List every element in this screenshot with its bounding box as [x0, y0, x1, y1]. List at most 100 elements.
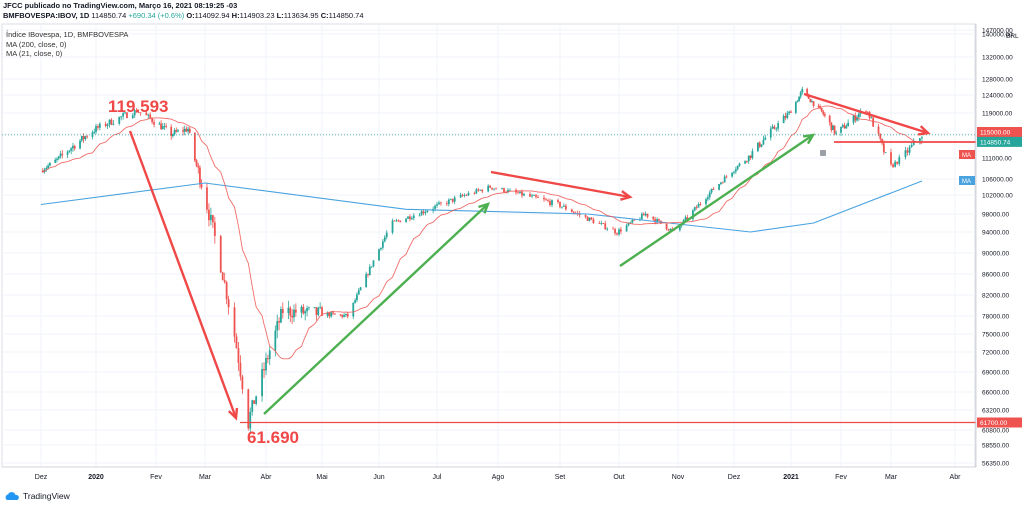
candle-body: [333, 313, 336, 315]
candle-body: [276, 321, 279, 331]
candle-body: [809, 98, 812, 103]
candle-body: [163, 126, 166, 127]
candle-body: [866, 111, 869, 113]
candle-body: [424, 211, 427, 214]
candle-body: [495, 188, 497, 190]
candle-body: [263, 369, 265, 371]
candle-body: [475, 189, 478, 194]
candle-body: [84, 136, 87, 140]
candle-body: [618, 229, 620, 235]
candle-body: [586, 216, 589, 221]
candle-body: [523, 193, 525, 196]
close-label: C:: [320, 11, 329, 20]
candle-body: [788, 111, 791, 114]
x-tick-label: Mar: [885, 474, 898, 481]
candle-body: [463, 195, 466, 196]
candle-body: [110, 119, 113, 125]
candle-body: [884, 152, 887, 154]
candle-body: [656, 219, 658, 223]
candle-body: [70, 148, 73, 151]
candle-body: [391, 220, 394, 233]
y-tick-label: 90000.00: [982, 251, 1009, 258]
candle-body: [438, 202, 440, 205]
candle-body: [410, 218, 413, 220]
legend-series: Índice IBovespa, 1D, BMFBOVESPA: [6, 30, 129, 39]
x-tick-label: Mai: [316, 474, 328, 481]
candle-body: [98, 123, 101, 128]
candle-body: [509, 189, 511, 191]
candle-body: [477, 189, 480, 191]
candle-body: [118, 116, 121, 124]
candle-body: [658, 219, 660, 221]
published-line: JFCC publicado no TradingView.com, Março…: [3, 1, 238, 10]
price-tag-label: 61700.00: [980, 420, 1007, 427]
candle-body: [345, 313, 347, 316]
candle-body: [183, 128, 186, 132]
candle-body: [782, 115, 785, 124]
candle-body: [409, 216, 411, 220]
candle-body: [268, 350, 271, 360]
candle-body: [519, 191, 521, 194]
candle-body: [426, 210, 429, 212]
candle-body: [801, 88, 804, 93]
candle-body: [354, 300, 356, 303]
candle-body: [185, 128, 188, 132]
candle-body: [147, 114, 150, 116]
candle-body: [760, 144, 763, 147]
candle-body: [359, 287, 362, 291]
candle-body: [627, 222, 630, 226]
candle-body: [93, 131, 96, 133]
candle-body: [61, 153, 64, 155]
candle-body: [131, 115, 134, 119]
candle-body: [79, 140, 81, 149]
candle-body: [82, 135, 85, 140]
y-tick-label: 78000.00: [982, 314, 1009, 321]
rally-arrow: [619, 134, 814, 267]
candle-body: [731, 172, 734, 177]
candle-body: [239, 362, 242, 377]
candle-body: [771, 126, 774, 129]
x-tick-label: Out: [613, 474, 624, 481]
candle-body: [158, 123, 161, 125]
close-value: 114850.74: [328, 11, 364, 20]
candle-body: [551, 200, 553, 205]
candle-body: [840, 126, 842, 133]
x-tick-label: Fev: [150, 474, 162, 481]
candle-body: [786, 113, 789, 118]
candle-body: [97, 126, 99, 128]
candle-body: [57, 156, 60, 159]
x-tick-label: 2021: [783, 474, 799, 481]
event-icon: [820, 150, 826, 156]
y-tick-label: 86000.00: [982, 272, 1009, 279]
candle-body: [736, 165, 739, 170]
candle-body: [847, 122, 850, 127]
candle-body: [693, 207, 696, 211]
candle-body: [326, 312, 329, 316]
candle-body: [461, 194, 464, 196]
recovery-arrow: [263, 203, 489, 415]
candle-body: [59, 153, 62, 157]
candle-body: [173, 130, 176, 135]
candle-body: [794, 102, 797, 113]
candle-body: [557, 200, 559, 203]
correction-arrow: [490, 170, 631, 199]
candle-body: [72, 145, 74, 149]
tradingview-logo[interactable]: TradingView: [4, 491, 70, 501]
candle-body: [440, 202, 442, 204]
x-tick-label: Set: [555, 474, 566, 481]
candle-body: [321, 307, 323, 316]
candle-body: [219, 236, 222, 273]
candle-body: [247, 389, 250, 429]
low-value: 113634.95: [283, 11, 319, 20]
candle-body: [734, 169, 737, 172]
candle-body: [45, 167, 48, 170]
candle-body: [845, 126, 848, 129]
y-tick-label: 124000.00: [982, 93, 1013, 100]
candle-body: [137, 112, 140, 114]
candle-body: [210, 215, 212, 221]
candle-body: [588, 217, 591, 221]
candle-body: [828, 115, 831, 123]
candle-body: [266, 358, 269, 360]
price-tag-label: 115000.00: [980, 130, 1011, 137]
